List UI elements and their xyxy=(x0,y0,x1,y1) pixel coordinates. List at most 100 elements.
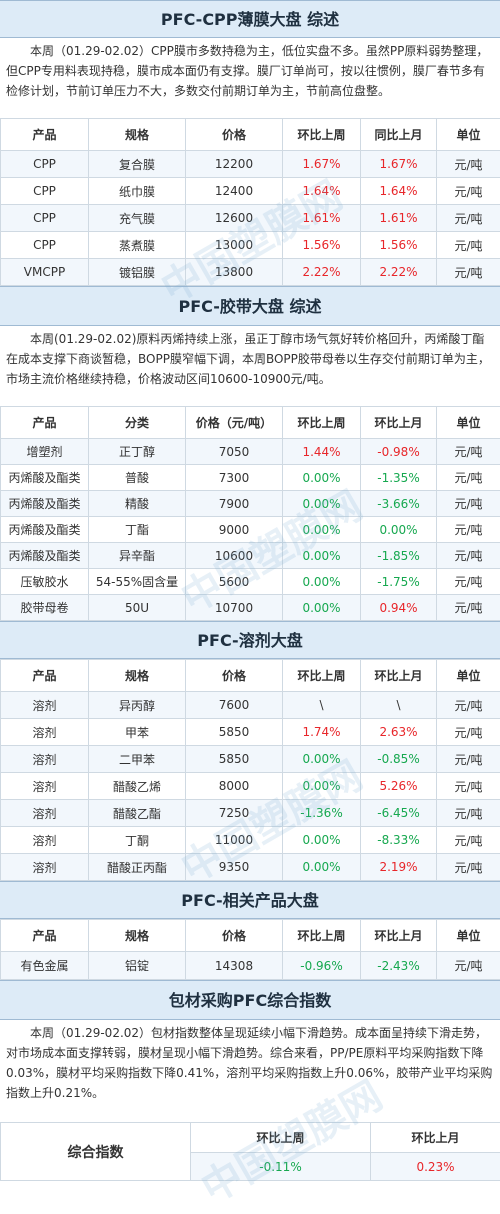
solvent-cell-price: 11000 xyxy=(186,827,283,854)
cpp-header-cell: 环比上周 xyxy=(283,119,361,151)
index-label: 综合指数 xyxy=(1,1123,191,1181)
cpp-cell-wow: 1.67% xyxy=(283,151,361,178)
index-mom-value: 0.23% xyxy=(371,1153,500,1181)
index-table: 综合指数 环比上周 环比上月 -0.11% 0.23% xyxy=(0,1122,500,1181)
cpp-cell-mom: 1.61% xyxy=(361,205,437,232)
tape-header-cell: 环比上月 xyxy=(361,407,437,439)
cpp-cell-wow: 2.22% xyxy=(283,259,361,286)
solvent-cell-mom: 2.19% xyxy=(361,854,437,881)
solvent-cell-mom: -8.33% xyxy=(361,827,437,854)
related-header-cell: 价格 xyxy=(186,920,283,952)
solvent-cell-mom: -0.85% xyxy=(361,746,437,773)
tape-cell-price: 10600 xyxy=(186,543,283,569)
cpp-cell-spec: 纸巾膜 xyxy=(89,178,186,205)
cpp-cell-unit: 元/吨 xyxy=(437,205,500,232)
tape-cell-price: 7050 xyxy=(186,439,283,465)
solvent-cell-price: 8000 xyxy=(186,773,283,800)
cpp-cell-mom: 1.56% xyxy=(361,232,437,259)
related-cell-wow: -0.96% xyxy=(283,952,361,980)
tape-cell-product: 丙烯酸及酯类 xyxy=(1,491,89,517)
solvent-cell-product: 溶剂 xyxy=(1,827,89,854)
solvent-cell-wow: -1.36% xyxy=(283,800,361,827)
cpp-cell-unit: 元/吨 xyxy=(437,178,500,205)
solvent-cell-mom: \ xyxy=(361,692,437,719)
solvent-cell-price: 9350 xyxy=(186,854,283,881)
solvent-section-title: PFC-溶剂大盘 xyxy=(0,621,500,659)
solvent-cell-wow: \ xyxy=(283,692,361,719)
tape-cell-mom: -1.85% xyxy=(361,543,437,569)
solvent-cell-spec: 醋酸乙烯 xyxy=(89,773,186,800)
tape-cell-mom: -1.75% xyxy=(361,569,437,595)
solvent-cell-product: 溶剂 xyxy=(1,854,89,881)
cpp-cell-product: CPP xyxy=(1,178,89,205)
solvent-cell-spec: 异丙醇 xyxy=(89,692,186,719)
related-header-cell: 环比上周 xyxy=(283,920,361,952)
tape-cell-unit: 元/吨 xyxy=(437,543,500,569)
solvent-cell-spec: 醋酸正丙酯 xyxy=(89,854,186,881)
cpp-header-cell: 同比上月 xyxy=(361,119,437,151)
solvent-cell-wow: 0.00% xyxy=(283,827,361,854)
solvent-cell-price: 7600 xyxy=(186,692,283,719)
tape-header-cell: 分类 xyxy=(89,407,186,439)
tape-cell-product: 压敏胶水 xyxy=(1,569,89,595)
cpp-cell-mom: 2.22% xyxy=(361,259,437,286)
related-cell-price: 14308 xyxy=(186,952,283,980)
cpp-cell-product: CPP xyxy=(1,205,89,232)
tape-cell-unit: 元/吨 xyxy=(437,517,500,543)
tape-cell-product: 丙烯酸及酯类 xyxy=(1,543,89,569)
solvent-cell-product: 溶剂 xyxy=(1,800,89,827)
tape-cell-spec: 54-55%固含量 xyxy=(89,569,186,595)
cpp-section-title: PFC-CPP薄膜大盘 综述 xyxy=(0,0,500,38)
tape-cell-product: 胶带母卷 xyxy=(1,595,89,621)
tape-section-title: PFC-胶带大盘 综述 xyxy=(0,286,500,326)
index-section-title: 包材采购PFC综合指数 xyxy=(0,980,500,1020)
solvent-cell-price: 5850 xyxy=(186,719,283,746)
tape-cell-wow: 0.00% xyxy=(283,465,361,491)
solvent-cell-mom: 5.26% xyxy=(361,773,437,800)
tape-cell-mom: 0.00% xyxy=(361,517,437,543)
solvent-cell-spec: 醋酸乙酯 xyxy=(89,800,186,827)
cpp-cell-mom: 1.67% xyxy=(361,151,437,178)
tape-cell-spec: 普酸 xyxy=(89,465,186,491)
tape-cell-spec: 50U xyxy=(89,595,186,621)
cpp-cell-spec: 镀铝膜 xyxy=(89,259,186,286)
cpp-cell-unit: 元/吨 xyxy=(437,259,500,286)
related-header-cell: 环比上月 xyxy=(361,920,437,952)
solvent-header-cell: 价格 xyxy=(186,660,283,692)
tape-summary: 本周(01.29-02.02)原料丙烯持续上涨，虽正丁醇市场气氛好转价格回升，丙… xyxy=(0,326,500,406)
cpp-cell-spec: 充气膜 xyxy=(89,205,186,232)
tape-cell-price: 7900 xyxy=(186,491,283,517)
solvent-cell-mom: 2.63% xyxy=(361,719,437,746)
solvent-header-cell: 产品 xyxy=(1,660,89,692)
tape-cell-product: 丙烯酸及酯类 xyxy=(1,465,89,491)
cpp-cell-spec: 蒸煮膜 xyxy=(89,232,186,259)
tape-cell-price: 10700 xyxy=(186,595,283,621)
tape-cell-unit: 元/吨 xyxy=(437,569,500,595)
tape-cell-spec: 异辛酯 xyxy=(89,543,186,569)
tape-cell-price: 7300 xyxy=(186,465,283,491)
tape-cell-price: 9000 xyxy=(186,517,283,543)
related-cell-unit: 元/吨 xyxy=(437,952,500,980)
cpp-cell-wow: 1.64% xyxy=(283,178,361,205)
tape-cell-spec: 正丁醇 xyxy=(89,439,186,465)
tape-cell-product: 增塑剂 xyxy=(1,439,89,465)
solvent-cell-wow: 0.00% xyxy=(283,746,361,773)
cpp-cell-spec: 复合膜 xyxy=(89,151,186,178)
cpp-cell-unit: 元/吨 xyxy=(437,151,500,178)
tape-cell-mom: -3.66% xyxy=(361,491,437,517)
solvent-cell-wow: 0.00% xyxy=(283,773,361,800)
